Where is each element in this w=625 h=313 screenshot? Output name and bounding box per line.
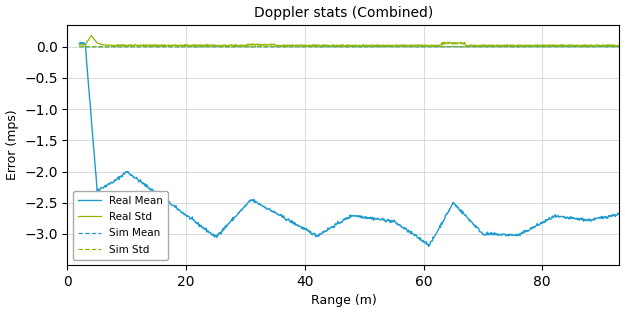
Real Std: [498, 44, 506, 48]
Sim Std: [161, 44, 168, 48]
Y-axis label: Error (mps): Error (mps): [6, 110, 19, 180]
X-axis label: Range (m): Range (m): [311, 295, 376, 307]
Sim Std: [131, 45, 138, 49]
Real Std: [448, 42, 455, 45]
Sim Mean: [131, 45, 138, 49]
Real Std: [181, 44, 189, 48]
Real Mean: [498, 234, 506, 238]
Sim Std: [508, 45, 515, 49]
Real Std: [295, 44, 302, 47]
Line: Sim Mean: Sim Mean: [79, 46, 619, 47]
Real Mean: [131, 176, 139, 180]
Sim Mean: [616, 45, 623, 49]
Real Mean: [76, 41, 83, 45]
Real Mean: [314, 233, 321, 237]
Sim Std: [448, 45, 455, 49]
Real Mean: [616, 212, 623, 215]
Sim Std: [295, 45, 302, 49]
Sim Mean: [76, 45, 83, 49]
Real Std: [314, 43, 322, 47]
Sim Mean: [498, 45, 506, 49]
Line: Sim Std: Sim Std: [79, 46, 619, 47]
Sim Mean: [194, 44, 201, 48]
Real Mean: [508, 233, 515, 237]
Legend: Real Mean, Real Std, Sim Mean, Sim Std: Real Mean, Real Std, Sim Mean, Sim Std: [72, 191, 168, 260]
Sim Std: [616, 45, 623, 49]
Title: Doppler stats (Combined): Doppler stats (Combined): [254, 6, 433, 19]
Sim Mean: [448, 45, 455, 49]
Real Mean: [79, 41, 86, 44]
Sim Mean: [508, 45, 515, 49]
Real Std: [131, 43, 139, 47]
Sim Mean: [295, 45, 302, 49]
Real Mean: [448, 204, 455, 208]
Real Mean: [425, 245, 432, 249]
Sim Mean: [314, 45, 322, 49]
Sim Std: [252, 45, 259, 49]
Sim Std: [314, 44, 322, 48]
Real Std: [508, 44, 515, 47]
Real Mean: [294, 223, 302, 227]
Sim Std: [498, 45, 506, 49]
Real Std: [616, 44, 623, 48]
Line: Real Std: Real Std: [79, 36, 619, 46]
Real Std: [76, 43, 83, 47]
Sim Mean: [230, 45, 238, 49]
Real Std: [88, 34, 95, 38]
Sim Std: [76, 44, 83, 48]
Line: Real Mean: Real Mean: [79, 43, 619, 247]
